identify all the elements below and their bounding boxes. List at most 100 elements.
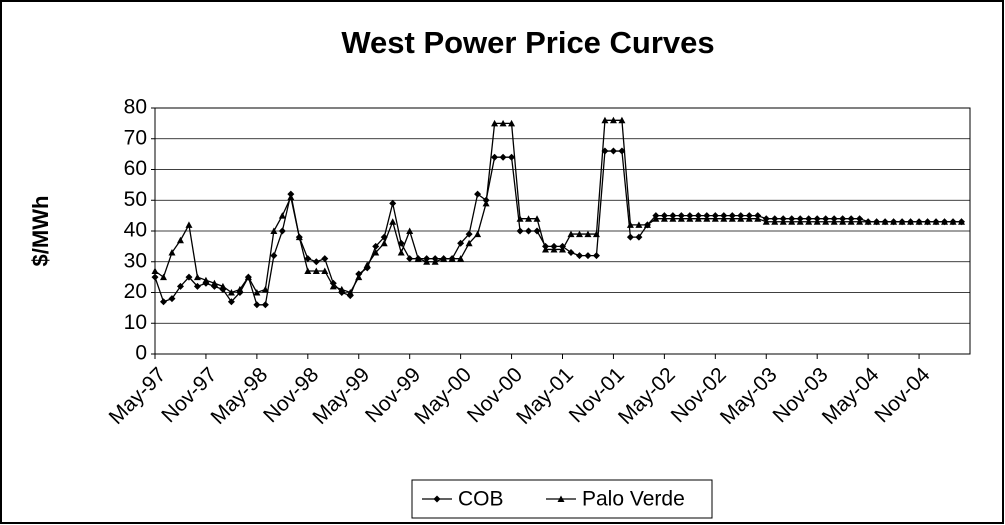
data-point xyxy=(433,495,441,503)
data-point xyxy=(754,215,762,222)
data-point xyxy=(227,298,235,306)
data-point xyxy=(151,273,159,281)
y-tick-label: 50 xyxy=(124,188,147,211)
data-point xyxy=(805,218,813,225)
data-point xyxy=(550,245,558,253)
data-point xyxy=(185,273,193,281)
data-point xyxy=(525,215,533,222)
data-point xyxy=(779,218,787,225)
data-point xyxy=(788,218,796,225)
legend-label: COB xyxy=(458,488,504,511)
data-point xyxy=(389,218,397,225)
data-point xyxy=(457,255,465,262)
data-point xyxy=(864,218,872,225)
data-point xyxy=(660,215,668,222)
data-point xyxy=(355,273,363,281)
data-point xyxy=(949,218,957,225)
data-point xyxy=(881,218,889,225)
data-point xyxy=(295,233,303,241)
data-point xyxy=(669,215,677,222)
data-point xyxy=(499,153,507,161)
y-tick-label: 60 xyxy=(124,157,147,180)
data-point xyxy=(253,301,261,309)
y-tick-label: 30 xyxy=(124,249,147,272)
data-point xyxy=(389,199,397,207)
data-point xyxy=(626,233,634,241)
data-point xyxy=(499,119,507,127)
data-point xyxy=(423,258,431,265)
data-point xyxy=(448,255,456,262)
data-point xyxy=(711,215,719,222)
y-tick-label: 40 xyxy=(124,219,147,242)
data-point xyxy=(898,218,906,225)
data-point xyxy=(312,258,320,266)
data-point xyxy=(822,218,830,225)
data-point xyxy=(329,282,337,290)
data-point xyxy=(261,285,269,293)
data-point xyxy=(159,298,167,306)
data-point xyxy=(745,215,753,222)
data-point xyxy=(601,116,609,124)
data-point xyxy=(643,221,651,228)
data-point xyxy=(609,147,617,155)
data-point xyxy=(677,215,685,222)
data-point xyxy=(737,215,745,222)
data-point xyxy=(219,282,227,290)
data-point xyxy=(762,218,770,225)
data-point xyxy=(847,218,855,225)
data-point xyxy=(915,218,923,225)
data-point xyxy=(236,285,244,293)
data-point xyxy=(338,285,346,293)
data-point xyxy=(287,193,295,201)
data-point xyxy=(193,282,201,290)
data-point xyxy=(873,218,881,225)
data-point xyxy=(278,212,286,219)
data-point xyxy=(465,230,473,238)
data-point xyxy=(261,301,269,309)
data-point xyxy=(856,218,864,225)
data-point xyxy=(592,230,600,238)
data-point xyxy=(474,230,482,238)
data-point xyxy=(958,218,966,225)
data-point xyxy=(635,221,643,228)
data-point xyxy=(474,190,482,198)
data-point xyxy=(270,252,278,260)
data-point xyxy=(924,218,932,225)
data-point xyxy=(193,273,201,281)
data-point xyxy=(304,267,312,274)
data-point xyxy=(575,252,583,260)
data-point xyxy=(932,218,940,225)
data-point xyxy=(813,218,821,225)
data-point xyxy=(557,495,565,502)
data-point xyxy=(635,233,643,241)
data-point xyxy=(703,215,711,222)
data-point xyxy=(482,199,490,207)
data-point xyxy=(907,218,915,225)
y-tick-label: 80 xyxy=(124,96,147,119)
data-point xyxy=(728,215,736,222)
y-tick-label: 0 xyxy=(135,342,147,365)
data-point xyxy=(584,230,592,238)
data-point xyxy=(839,218,847,225)
data-point xyxy=(312,267,320,274)
data-point xyxy=(694,215,702,222)
data-point xyxy=(278,227,286,235)
data-point xyxy=(508,119,516,127)
data-point xyxy=(270,227,278,234)
data-point xyxy=(168,249,176,256)
data-point xyxy=(592,252,600,260)
data-point xyxy=(542,245,550,253)
data-point xyxy=(210,279,218,287)
data-point xyxy=(609,116,617,124)
data-point xyxy=(176,282,184,290)
data-point xyxy=(321,255,329,263)
data-point xyxy=(567,249,575,257)
data-point xyxy=(652,215,660,222)
data-point xyxy=(380,239,388,247)
data-point xyxy=(185,221,193,228)
data-point xyxy=(890,218,898,225)
data-point xyxy=(406,255,414,263)
data-point xyxy=(686,215,694,222)
data-point xyxy=(796,218,804,225)
